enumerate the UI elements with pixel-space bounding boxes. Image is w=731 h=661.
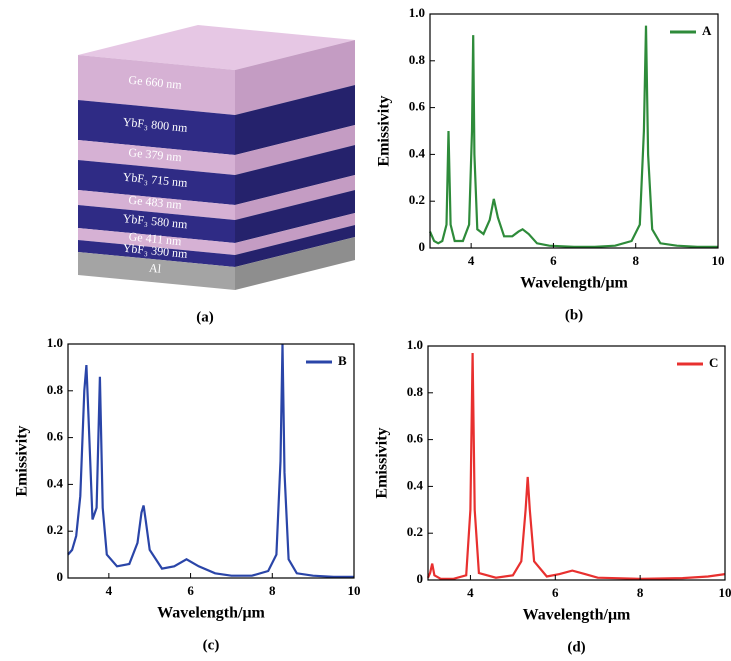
y-tick-label: 1.0 xyxy=(47,335,63,350)
y-axis-label: Emissivity xyxy=(374,427,391,498)
y-tick-label: 0.8 xyxy=(409,52,426,67)
line-series xyxy=(430,26,718,247)
y-tick-label: 0.8 xyxy=(407,384,424,399)
y-tick-label: 0.8 xyxy=(47,382,64,397)
y-tick-label: 0 xyxy=(57,569,64,584)
plot-frame xyxy=(68,344,354,578)
x-tick-label: 8 xyxy=(632,253,639,268)
x-tick-label: 8 xyxy=(269,583,276,598)
caption: (d) xyxy=(567,639,585,655)
x-tick-label: 6 xyxy=(552,585,559,600)
y-tick-label: 1.0 xyxy=(409,5,425,20)
x-tick-label: 6 xyxy=(550,253,557,268)
legend-label: B xyxy=(338,353,347,368)
caption: (c) xyxy=(203,637,220,653)
x-tick-label: 8 xyxy=(637,585,644,600)
line-series xyxy=(428,353,725,579)
x-tick-label: 10 xyxy=(719,585,731,600)
y-tick-label: 0 xyxy=(419,239,426,254)
x-axis-label: Wavelength/μm xyxy=(520,275,628,292)
x-tick-label: 6 xyxy=(187,583,194,598)
y-tick-label: 0 xyxy=(417,571,424,586)
x-tick-label: 4 xyxy=(106,583,113,598)
y-tick-label: 0.2 xyxy=(47,522,63,537)
legend-label: C xyxy=(709,355,718,370)
caption: (b) xyxy=(565,307,583,323)
x-axis-label: Wavelength/μm xyxy=(157,605,265,622)
x-axis-label: Wavelength/μm xyxy=(523,607,631,624)
layer-label: Al xyxy=(148,261,162,276)
x-tick-label: 10 xyxy=(712,253,725,268)
x-tick-label: 10 xyxy=(348,583,361,598)
y-tick-label: 0.6 xyxy=(47,429,64,444)
y-tick-label: 1.0 xyxy=(407,337,423,352)
y-tick-label: 0.4 xyxy=(407,477,424,492)
y-tick-label: 0.6 xyxy=(407,431,424,446)
legend-label: A xyxy=(702,23,712,38)
y-axis-label: Emissivity xyxy=(14,425,31,496)
x-tick-label: 4 xyxy=(468,253,475,268)
y-tick-label: 0.4 xyxy=(47,475,64,490)
figure: Ge 660 nmYbF₃ 800 nmGe 379 nmYbF₃ 715 nm… xyxy=(0,0,731,661)
caption: (a) xyxy=(196,309,214,325)
y-axis-label: Emissivity xyxy=(376,95,393,166)
y-tick-label: 0.4 xyxy=(409,145,426,160)
y-tick-label: 0.2 xyxy=(407,524,423,539)
x-tick-label: 4 xyxy=(467,585,474,600)
line-series xyxy=(68,344,354,577)
y-tick-label: 0.6 xyxy=(409,99,426,114)
y-tick-label: 0.2 xyxy=(409,192,425,207)
